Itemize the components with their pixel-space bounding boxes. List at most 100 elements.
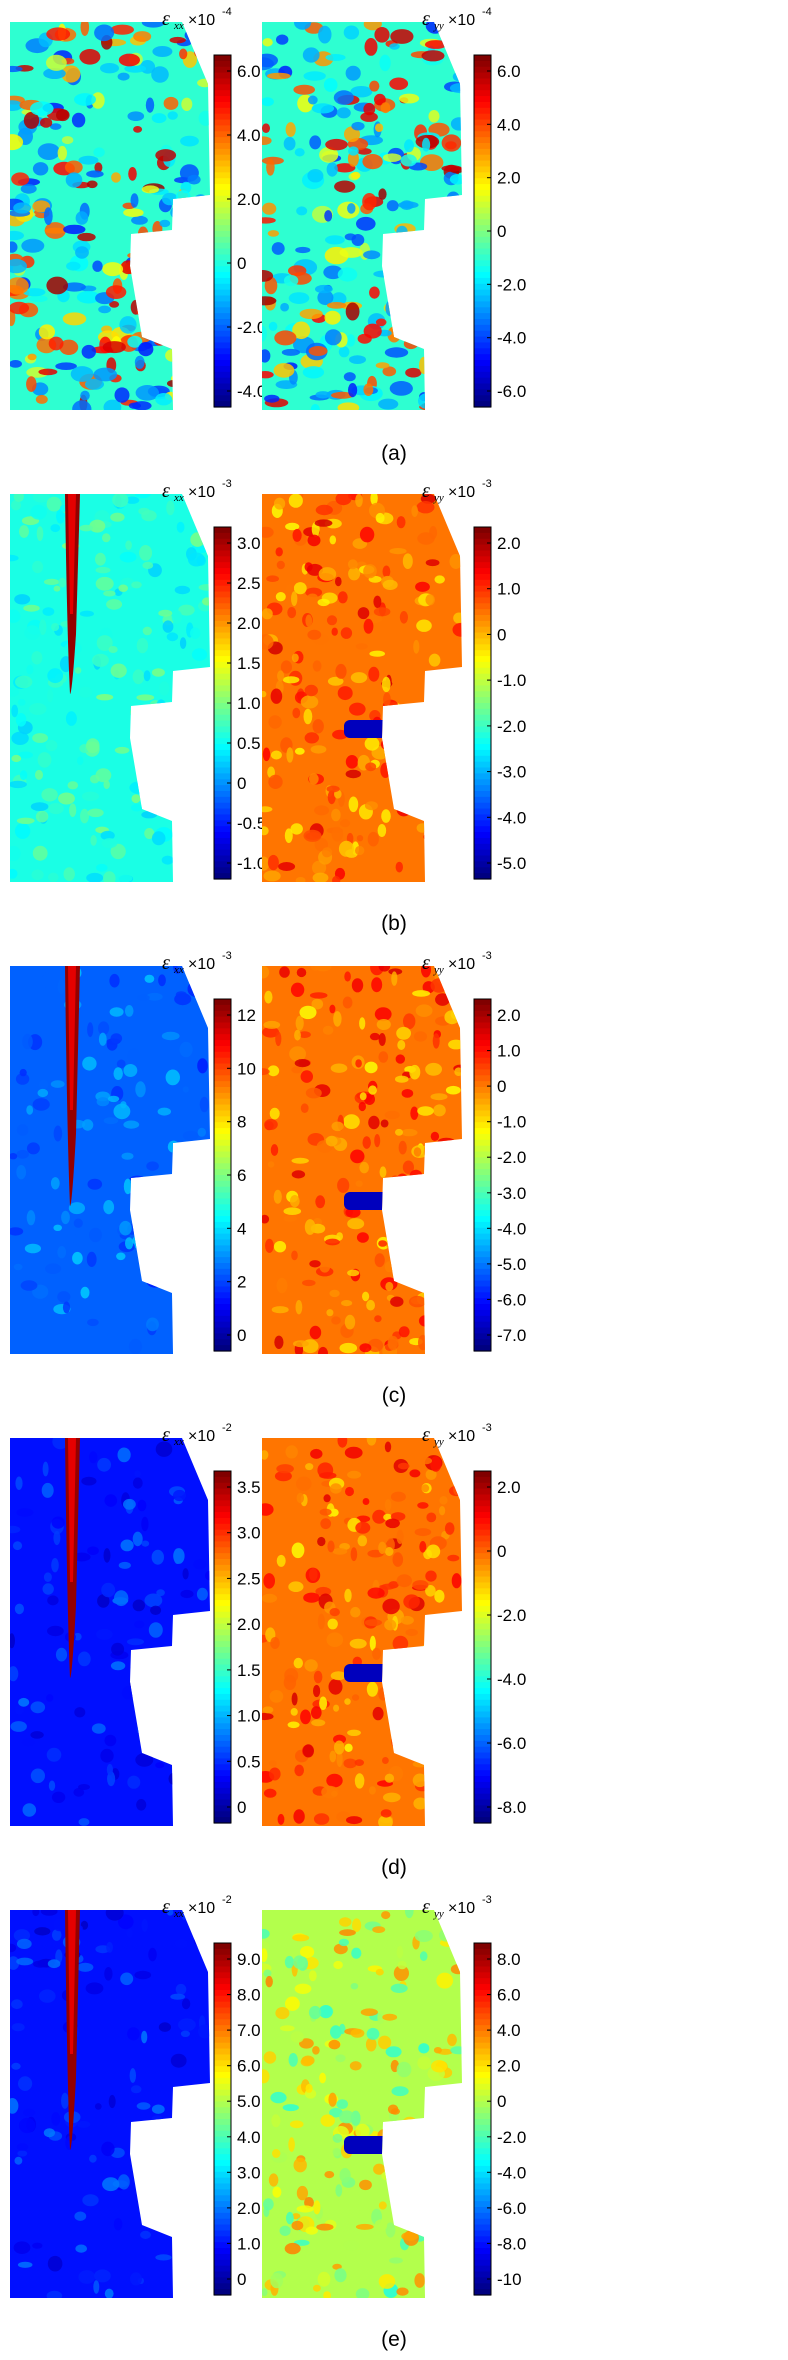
panel-caption: (d)	[381, 1856, 407, 1879]
colorbar-tick-label: 3.0	[237, 1524, 261, 1543]
colorbar-tick-label: 2.0	[237, 614, 261, 633]
colorbar-label-sub: xx	[173, 964, 184, 976]
colorbar-multiplier: ×10	[448, 956, 475, 973]
colorbar-label-sub: yy	[433, 20, 444, 32]
colorbar-label: ε	[422, 480, 430, 502]
colorbar-tick-label: 1.0	[497, 1042, 521, 1061]
colorbar-label-sub: yy	[433, 492, 444, 504]
colorbar-multiplier: ×10	[188, 1428, 215, 1445]
strain-map-xx	[10, 1438, 210, 1826]
colorbar-exponent: -3	[482, 478, 492, 490]
colorbar-multiplier: ×10	[448, 1428, 475, 1445]
colorbar-multiplier: ×10	[188, 956, 215, 973]
colorbar-label-sub: xx	[173, 1436, 184, 1448]
colorbar-tick-label: 2.0	[237, 190, 261, 209]
colorbar-tick-label: 1.0	[237, 1707, 261, 1726]
colorbar-tick-label: 3.0	[237, 2163, 261, 2182]
colorbar-multiplier: ×10	[188, 12, 215, 29]
colorbar-tick-label: -3.0	[497, 1184, 526, 1203]
colorbar-xx: ε xx ×10 -3 3.0 2.5 2.0 1.5 1.0 0.5 0 -0.5 -1.0	[162, 478, 266, 880]
colorbar-exponent: -4	[482, 6, 492, 18]
colorbar-label-sub: yy	[433, 964, 444, 976]
colorbar-label: ε	[422, 1424, 430, 1446]
colorbar-tick-label: 2	[237, 1273, 246, 1292]
right-colorbar: ε yy ×10 -3 2.0 1.0 0 -1.0 -2.0 -3.0 -4.0 -5.0 -6.0 -…	[422, 950, 526, 1352]
left-colorbar: ε xx ×10 -2 9.0 8.0 7.0 6.0 5.0 4.0 3.0 2.0 1.0 0	[162, 1894, 261, 2296]
strain-map-xx	[10, 966, 210, 1354]
left-colorbar: ε xx ×10 -3 3.0 2.5 2.0 1.5 1.0 0.5 0 -0.5 -1.0	[162, 478, 266, 880]
right-colorbar: ε yy ×10 -3 2.0 1.0 0 -1.0 -2.0 -3.0 -4.0 -5.0	[422, 478, 526, 880]
colorbar-tick-label: 0	[237, 254, 246, 273]
right-strain-map	[262, 1438, 462, 1826]
colorbar-tick-label: 6.0	[497, 1986, 521, 2005]
colorbar-tick-label: 0	[237, 774, 246, 793]
colorbar-tick-label: 4	[237, 1219, 246, 1238]
panel-caption: (e)	[381, 2328, 407, 2351]
colorbar-tick-label: 0	[497, 1542, 506, 1561]
colorbar-tick-label: -4.0	[497, 1219, 526, 1238]
colorbar-label: ε	[422, 8, 430, 30]
right-colorbar: ε yy ×10 -4 6.0 4.0 2.0 0 -2.0 -4.0 -6.0	[422, 6, 526, 408]
colorbar-yy: ε yy ×10 -3 2.0 0 -2.0 -4.0 -6.0 -8.0	[422, 1422, 526, 1824]
strain-map-xx	[10, 1910, 210, 2298]
colorbar-tick-label: 1.0	[497, 580, 521, 599]
colorbar-tick-label: -6.0	[497, 2199, 526, 2218]
colorbar-tick-label: 3.5	[237, 1478, 261, 1497]
colorbar-multiplier: ×10	[448, 12, 475, 29]
strain-map-yy	[262, 1910, 462, 2298]
left-colorbar: ε xx ×10 -4 6.0 4.0 2.0 0 -2.0 -4.0	[162, 6, 266, 408]
colorbar-label: ε	[422, 952, 430, 974]
panel-a: ε xx ×10 -4 6.0 4.0 2.0 0 -2.0 -4.0 ε yy ×10 -4 6.0 4.…	[0, 0, 788, 472]
colorbar-tick-label: -4.0	[497, 329, 526, 348]
right-strain-map	[262, 1910, 462, 2298]
colorbar-tick-label: -2.0	[497, 1148, 526, 1167]
panel-b: ε xx ×10 -3 3.0 2.5 2.0 1.5 1.0 0.5 0 -0.5 -1.0 ε yy ×…	[0, 472, 788, 944]
colorbar-tick-label: -1.0	[497, 671, 526, 690]
left-strain-map	[10, 22, 210, 410]
colorbar-tick-label: -2.0	[237, 318, 266, 337]
right-colorbar: ε yy ×10 -3 8.0 6.0 4.0 2.0 0 -2.0 -4.0 -6.0 -8.0 -10	[422, 1894, 526, 2296]
colorbar-tick-label: 0	[237, 2270, 246, 2289]
colorbar-tick-label: 0	[497, 222, 506, 241]
colorbar-tick-label: -10	[497, 2270, 522, 2289]
colorbar-tick-label: 10	[237, 1059, 256, 1078]
colorbar-tick-label: 0.5	[237, 734, 261, 753]
colorbar-tick-label: 0	[237, 1326, 246, 1345]
colorbar-tick-label: 4.0	[497, 2021, 521, 2040]
colorbar-tick-label: 6	[237, 1166, 246, 1185]
colorbar-tick-label: -2.0	[497, 1606, 526, 1625]
strain-map-yy	[262, 1438, 462, 1826]
strain-map-xx	[10, 22, 210, 410]
left-strain-map	[10, 1910, 210, 2298]
colorbar-tick-label: 1.0	[237, 694, 261, 713]
colorbar-tick-label: -2.0	[497, 275, 526, 294]
colorbar-label: ε	[422, 1896, 430, 1918]
colorbar-tick-label: 0	[497, 1077, 506, 1096]
colorbar-yy: ε yy ×10 -3 2.0 1.0 0 -1.0 -2.0 -3.0 -4.0 -5.0	[422, 478, 526, 880]
colorbar-tick-label: -2.0	[497, 2128, 526, 2147]
colorbar-xx: ε xx ×10 -3 12 10 8 6 4 2 0	[162, 950, 256, 1352]
colorbar-tick-label: 6.0	[497, 62, 521, 81]
colorbar-tick-label: 0	[237, 1798, 246, 1817]
colorbar-yy: ε yy ×10 -3 2.0 1.0 0 -1.0 -2.0 -3.0 -4.0 -5.0 -6.0 -…	[422, 950, 526, 1352]
colorbar-exponent: -3	[222, 478, 232, 490]
colorbar-label: ε	[162, 1424, 170, 1446]
colorbar-yy: ε yy ×10 -4 6.0 4.0 2.0 0 -2.0 -4.0 -6.0	[422, 6, 526, 408]
right-strain-map	[262, 494, 462, 882]
colorbar-tick-label: -6.0	[497, 1734, 526, 1753]
colorbar-tick-label: 8.0	[237, 1986, 261, 2005]
colorbar-tick-label: 0	[497, 2092, 506, 2111]
colorbar-tick-label: -2.0	[497, 717, 526, 736]
colorbar-tick-label: 0	[497, 625, 506, 644]
colorbar-tick-label: 8	[237, 1113, 246, 1132]
colorbar-tick-label: -5.0	[497, 1255, 526, 1274]
colorbar-tick-label: 5.0	[237, 2092, 261, 2111]
colorbar-tick-label: -6.0	[497, 1290, 526, 1309]
colorbar-tick-label: 2.0	[497, 1006, 521, 1025]
colorbar-exponent: -3	[482, 1894, 492, 1906]
colorbar-tick-label: 4.0	[497, 115, 521, 134]
colorbar-tick-label: 2.0	[497, 1478, 521, 1497]
colorbar-tick-label: -8.0	[497, 1798, 526, 1817]
colorbar-tick-label: -0.5	[237, 814, 266, 833]
colorbar-xx: ε xx ×10 -4 6.0 4.0 2.0 0 -2.0 -4.0	[162, 6, 266, 408]
